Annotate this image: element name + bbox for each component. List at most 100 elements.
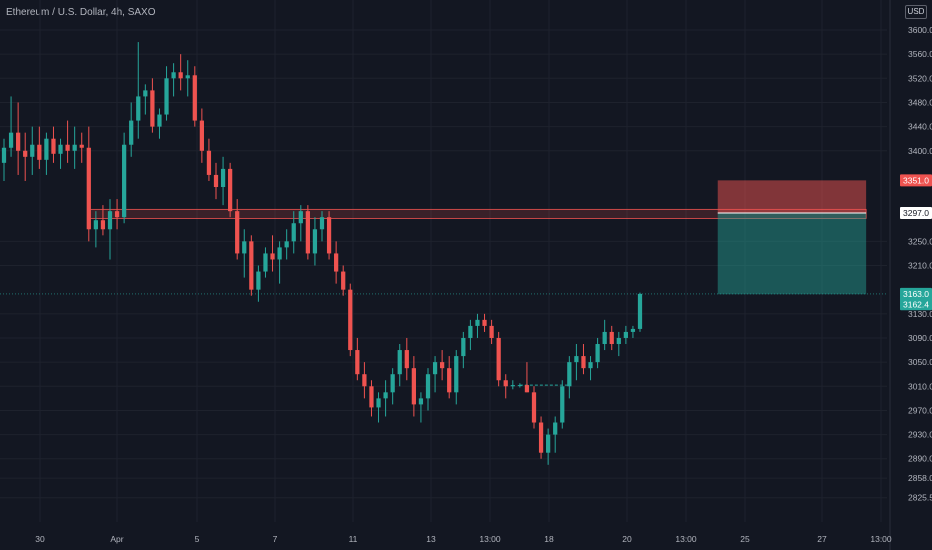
price-label-stop: 3351.0 — [900, 174, 932, 187]
candle-body — [242, 241, 247, 254]
currency-badge[interactable]: USD — [905, 5, 927, 19]
candle-body — [220, 168, 226, 188]
candle — [362, 362, 367, 399]
candle-body — [284, 241, 289, 248]
candle — [574, 344, 579, 381]
y-tick-label: 2825.5 — [908, 493, 932, 503]
candle-body — [454, 356, 459, 393]
candle — [23, 132, 28, 181]
candle — [93, 211, 98, 248]
y-tick-label: 3010.0 — [908, 381, 932, 391]
candle — [341, 265, 346, 296]
candle — [609, 325, 614, 351]
candle — [482, 313, 487, 332]
candle — [404, 337, 409, 381]
candle-body — [185, 75, 190, 79]
candle-body — [58, 144, 63, 154]
candle — [390, 368, 395, 405]
candle — [249, 235, 254, 296]
candle-body — [553, 422, 558, 435]
candle-body — [595, 344, 600, 363]
candle-body — [404, 350, 409, 369]
candle-body — [79, 144, 84, 148]
candle-body — [411, 368, 416, 405]
price-label-target: 3162.4 — [900, 298, 932, 311]
candle — [256, 265, 261, 302]
candle — [136, 42, 141, 139]
candle — [312, 217, 318, 266]
candle — [86, 126, 91, 242]
candle — [298, 205, 303, 242]
candle-body — [1, 147, 7, 163]
candle-body — [277, 247, 282, 260]
candle — [553, 416, 558, 453]
candle-body — [362, 374, 367, 387]
candle-body — [383, 392, 388, 399]
candle — [475, 313, 480, 338]
candle-body — [390, 374, 395, 393]
candle — [560, 380, 565, 429]
candle — [178, 54, 183, 91]
candle — [270, 235, 275, 272]
candles — [1, 42, 643, 465]
candle-body — [616, 337, 621, 345]
candle — [263, 247, 268, 278]
candle-body — [23, 150, 28, 157]
candle-body — [107, 211, 113, 230]
time-axis[interactable]: 30 Apr 5 7 11 13 13:00 18 20 13:00 25 27 13:00 — [35, 534, 892, 544]
candle-body — [37, 144, 42, 160]
candle — [461, 331, 466, 369]
candle — [228, 162, 233, 218]
candle — [503, 374, 508, 399]
candle-body — [136, 96, 141, 121]
price-label-text: 3351.0 — [903, 175, 929, 185]
candle-body — [178, 72, 183, 79]
candle-body — [418, 398, 424, 405]
candle-body — [270, 253, 275, 260]
candle — [432, 356, 438, 393]
candle — [531, 386, 537, 429]
candle-body — [93, 220, 98, 230]
candle — [319, 211, 325, 242]
candle-body — [538, 422, 544, 453]
candle — [58, 138, 63, 169]
price-label-bg — [900, 174, 932, 187]
candle-body — [341, 271, 346, 290]
x-tick-label: Apr — [110, 534, 123, 544]
candle-body — [114, 211, 120, 218]
candle — [524, 362, 530, 393]
candle-body — [581, 356, 586, 369]
candle-body — [86, 147, 91, 230]
candle-body — [143, 90, 148, 97]
price-label-bg — [900, 287, 932, 300]
candle — [440, 350, 445, 381]
candle-body — [298, 211, 303, 224]
candle — [334, 241, 339, 284]
candle-body — [524, 385, 530, 393]
x-tick-label: 27 — [817, 534, 827, 544]
zones — [0, 180, 887, 386]
candle — [150, 78, 155, 133]
candle — [291, 211, 296, 254]
x-tick-label: 13:00 — [675, 534, 697, 544]
price-axis[interactable]: 3600.0 3560.0 3520.0 3480.0 3440.0 3400.0 3250… — [908, 25, 932, 503]
candle-body — [574, 356, 579, 363]
candle — [143, 84, 148, 115]
y-tick-label: 2970.0 — [908, 405, 932, 415]
candle — [517, 383, 522, 388]
candle-body — [510, 385, 515, 387]
candle-body — [228, 168, 233, 212]
candle-body — [468, 325, 473, 338]
price-label-text: 3297.0 — [903, 208, 929, 218]
x-tick-label: 5 — [195, 534, 200, 544]
candle — [129, 102, 134, 157]
candle-body — [100, 220, 106, 230]
candle — [567, 356, 572, 399]
candle-body — [489, 325, 494, 338]
candle-body — [235, 211, 240, 254]
candle-body — [348, 289, 353, 351]
candle-body — [588, 362, 593, 369]
y-tick-label: 3210.0 — [908, 261, 932, 271]
candle — [122, 132, 127, 224]
